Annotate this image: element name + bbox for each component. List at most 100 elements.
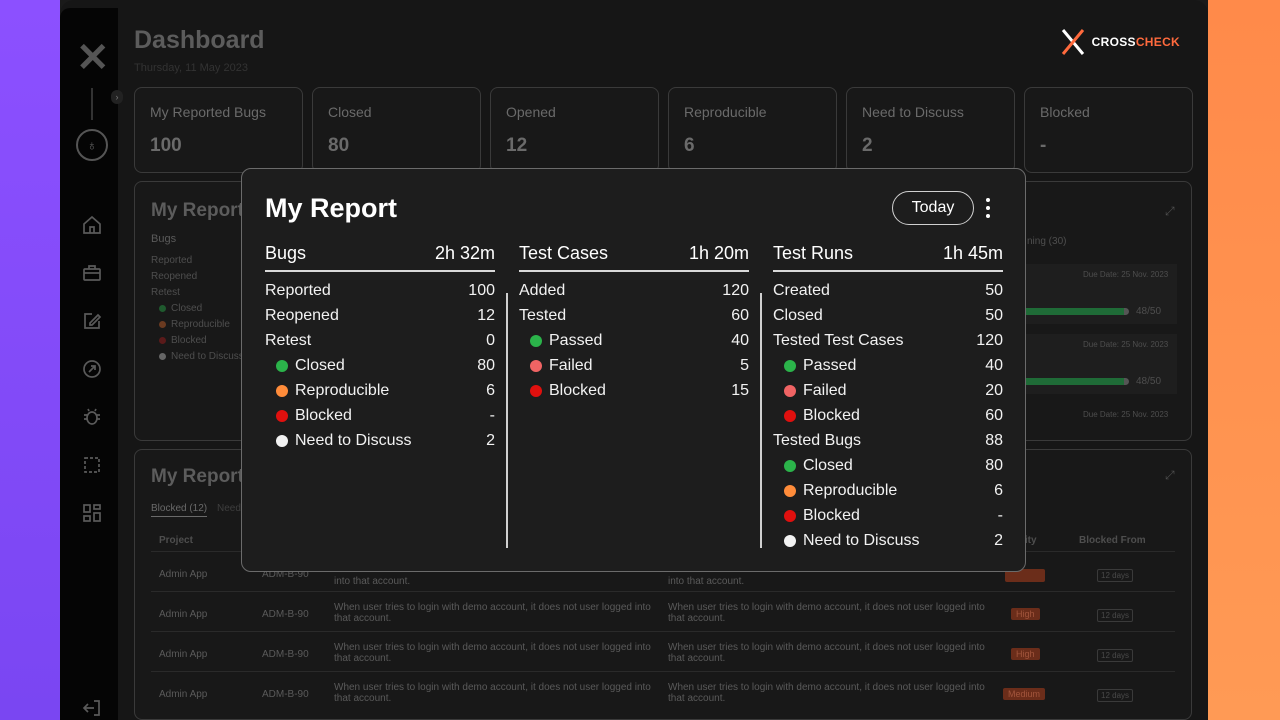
home-icon[interactable] xyxy=(80,213,104,237)
avatar[interactable]: ♁ xyxy=(76,129,108,161)
arrow-circle-icon[interactable] xyxy=(80,357,104,381)
stat-card-need-to-discuss[interactable]: Need to Discuss 2 xyxy=(846,87,1015,173)
panel-subhead: Bugs xyxy=(151,233,177,245)
metric-value: 60 xyxy=(731,306,749,324)
brand-logo: CROSSCHECK xyxy=(1060,26,1180,58)
background-right xyxy=(1208,0,1280,720)
background-left xyxy=(0,0,60,720)
expand-icon[interactable]: ⤢ xyxy=(1165,468,1175,482)
column-title: Test Cases xyxy=(519,243,609,263)
panel-sub-item-label: Blocked xyxy=(171,335,207,346)
period-select-button[interactable]: Today xyxy=(892,191,974,225)
progress-label: 48/50 xyxy=(1136,306,1162,317)
panel-item: Reported xyxy=(151,255,193,266)
column-header: Bugs 2h 32m xyxy=(265,243,495,272)
metric-label: Reopened xyxy=(265,306,339,324)
metric-value: 6 xyxy=(486,381,495,399)
red-status-dot xyxy=(276,409,288,422)
due-date: Due Date: 25 Nov. 2023 xyxy=(1083,410,1169,419)
cell-id: ADM-B-90 xyxy=(262,689,309,700)
panel-sub-item: Reproducible xyxy=(159,319,230,330)
column-title: Test Runs xyxy=(773,243,854,263)
table-row[interactable]: Admin App ADM-B-90 When user tries to lo… xyxy=(151,631,1175,671)
metric-label: Retest xyxy=(265,331,312,349)
brand-name-part1: CROSS xyxy=(1091,35,1136,49)
metric-row: Retest 0 xyxy=(265,328,495,353)
grid-icon[interactable] xyxy=(80,501,104,525)
pink-status-dot xyxy=(784,384,796,397)
progress-fill xyxy=(1015,378,1125,385)
more-options-icon[interactable] xyxy=(978,193,998,223)
stat-value: 80 xyxy=(328,135,350,156)
metric-label: Added xyxy=(519,281,566,299)
red-status-dot xyxy=(530,384,542,397)
selection-icon[interactable] xyxy=(80,453,104,477)
metric-value: 88 xyxy=(985,431,1003,449)
cell-id: ADM-B-90 xyxy=(262,569,309,580)
bug-icon[interactable] xyxy=(80,405,104,429)
cell-description: When user tries to login with demo accou… xyxy=(334,642,651,664)
panel-item: Retest xyxy=(151,287,180,298)
orange-status-dot xyxy=(784,484,796,497)
cell-id: ADM-B-90 xyxy=(262,609,309,620)
metric-label: Blocked xyxy=(549,381,606,399)
stat-card-opened[interactable]: Opened 12 xyxy=(490,87,659,173)
column-time: 1h 20m xyxy=(688,243,749,263)
sidebar-collapse-icon[interactable]: › xyxy=(111,90,123,104)
table-row[interactable]: Admin App ADM-B-90 When user tries to lo… xyxy=(151,671,1175,711)
metric-sub-row: Closed 80 xyxy=(265,353,495,378)
stat-value: 2 xyxy=(862,135,873,156)
tab-need-to-discuss[interactable]: Need xyxy=(217,503,241,514)
tab-blocked[interactable]: Blocked (12) xyxy=(151,503,208,517)
metric-label: Blocked xyxy=(295,406,352,424)
due-date: Due Date: 25 Nov. 2023 xyxy=(1083,270,1169,279)
white-status-dot xyxy=(276,434,288,447)
stat-value: 12 xyxy=(506,135,528,156)
stat-card-closed[interactable]: Closed 80 xyxy=(312,87,481,173)
my-report-modal: My Report Today Bugs 2h 32m Reported 100 … xyxy=(241,168,1026,572)
stat-card-blocked[interactable]: Blocked - xyxy=(1024,87,1193,173)
metric-value: 50 xyxy=(985,306,1003,324)
metric-label: Failed xyxy=(803,381,847,399)
panel-sub-item: Closed xyxy=(159,303,202,314)
green-status-dot xyxy=(784,459,796,472)
metric-label: Blocked xyxy=(803,506,860,524)
stat-card-reproducible[interactable]: Reproducible 6 xyxy=(668,87,837,173)
stat-label: Blocked xyxy=(1040,104,1090,120)
cell-description-2: When user tries to login with demo accou… xyxy=(668,602,985,624)
panel-sub-item-label: Need to Discuss xyxy=(171,351,244,362)
metric-sub-row: Reproducible 6 xyxy=(265,378,495,403)
metric-value: 120 xyxy=(976,331,1003,349)
panel-item: Reopened xyxy=(151,271,198,282)
metric-sub-row: Blocked 15 xyxy=(519,378,749,403)
briefcase-icon[interactable] xyxy=(80,261,104,285)
table-row[interactable]: Admin App ADM-B-90 When user tries to lo… xyxy=(151,591,1175,631)
expand-icon[interactable]: ⤢ xyxy=(1165,204,1175,218)
logout-icon[interactable] xyxy=(80,696,104,720)
metric-value: 0 xyxy=(486,331,495,349)
green-status-dot xyxy=(530,334,542,347)
column-title: Bugs xyxy=(265,243,307,263)
metric-label: Failed xyxy=(549,356,593,374)
metric-value: 80 xyxy=(477,356,495,374)
metric-sub-row: Need to Discuss 2 xyxy=(265,428,495,453)
col-priority: rity xyxy=(1021,535,1037,546)
edit-icon[interactable] xyxy=(80,309,104,333)
stat-card-reported[interactable]: My Reported Bugs 100 xyxy=(134,87,303,173)
metric-sub-row: Failed 20 xyxy=(773,378,1003,403)
crosscheck-logo-icon xyxy=(1060,26,1086,58)
green-status-dot xyxy=(784,359,796,372)
metric-sub-row: Closed 80 xyxy=(773,453,1003,478)
metric-sub-row: Blocked - xyxy=(773,503,1003,528)
test-runs-column: Test Runs 1h 45m Created 50 Closed 50 Test… xyxy=(773,243,1003,553)
panel-sub-item-label: Closed xyxy=(171,303,203,314)
metric-label: Reproducible xyxy=(295,381,390,399)
cell-description-2: When user tries to login with demo accou… xyxy=(668,682,985,704)
status-dot xyxy=(159,352,166,360)
metric-label: Passed xyxy=(803,356,857,374)
cell-description: When user tries to login with demo accou… xyxy=(334,682,651,704)
metric-value: - xyxy=(489,406,495,424)
panel-sub-item: Blocked xyxy=(159,335,207,346)
metric-sub-row: Passed 40 xyxy=(519,328,749,353)
stat-value: - xyxy=(1040,135,1047,156)
